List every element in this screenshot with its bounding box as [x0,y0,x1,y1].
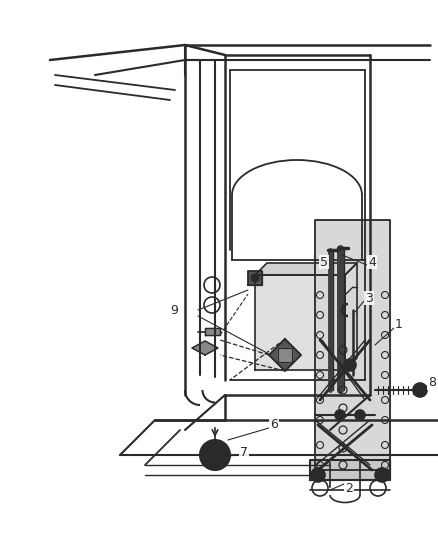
Polygon shape [205,328,220,335]
Polygon shape [269,339,301,371]
Polygon shape [310,460,390,480]
Text: 1: 1 [395,319,403,332]
Circle shape [210,450,220,460]
Polygon shape [345,263,357,370]
Text: 4: 4 [368,255,376,269]
Circle shape [200,440,230,470]
Circle shape [344,359,356,371]
Circle shape [251,274,259,282]
Polygon shape [192,341,218,355]
Circle shape [375,468,389,482]
Text: 9: 9 [170,303,178,317]
Text: 6: 6 [270,418,278,432]
Text: 8: 8 [428,376,436,390]
Polygon shape [278,348,292,362]
Text: 5: 5 [320,255,328,269]
Polygon shape [255,263,357,275]
Circle shape [355,410,365,420]
Polygon shape [255,275,345,370]
Polygon shape [248,271,262,285]
Circle shape [413,383,427,397]
Text: 7: 7 [240,446,248,458]
Text: 2: 2 [345,481,353,495]
Circle shape [205,445,225,465]
Polygon shape [315,220,390,470]
Circle shape [311,468,325,482]
Text: 3: 3 [365,292,373,304]
Circle shape [335,410,345,420]
